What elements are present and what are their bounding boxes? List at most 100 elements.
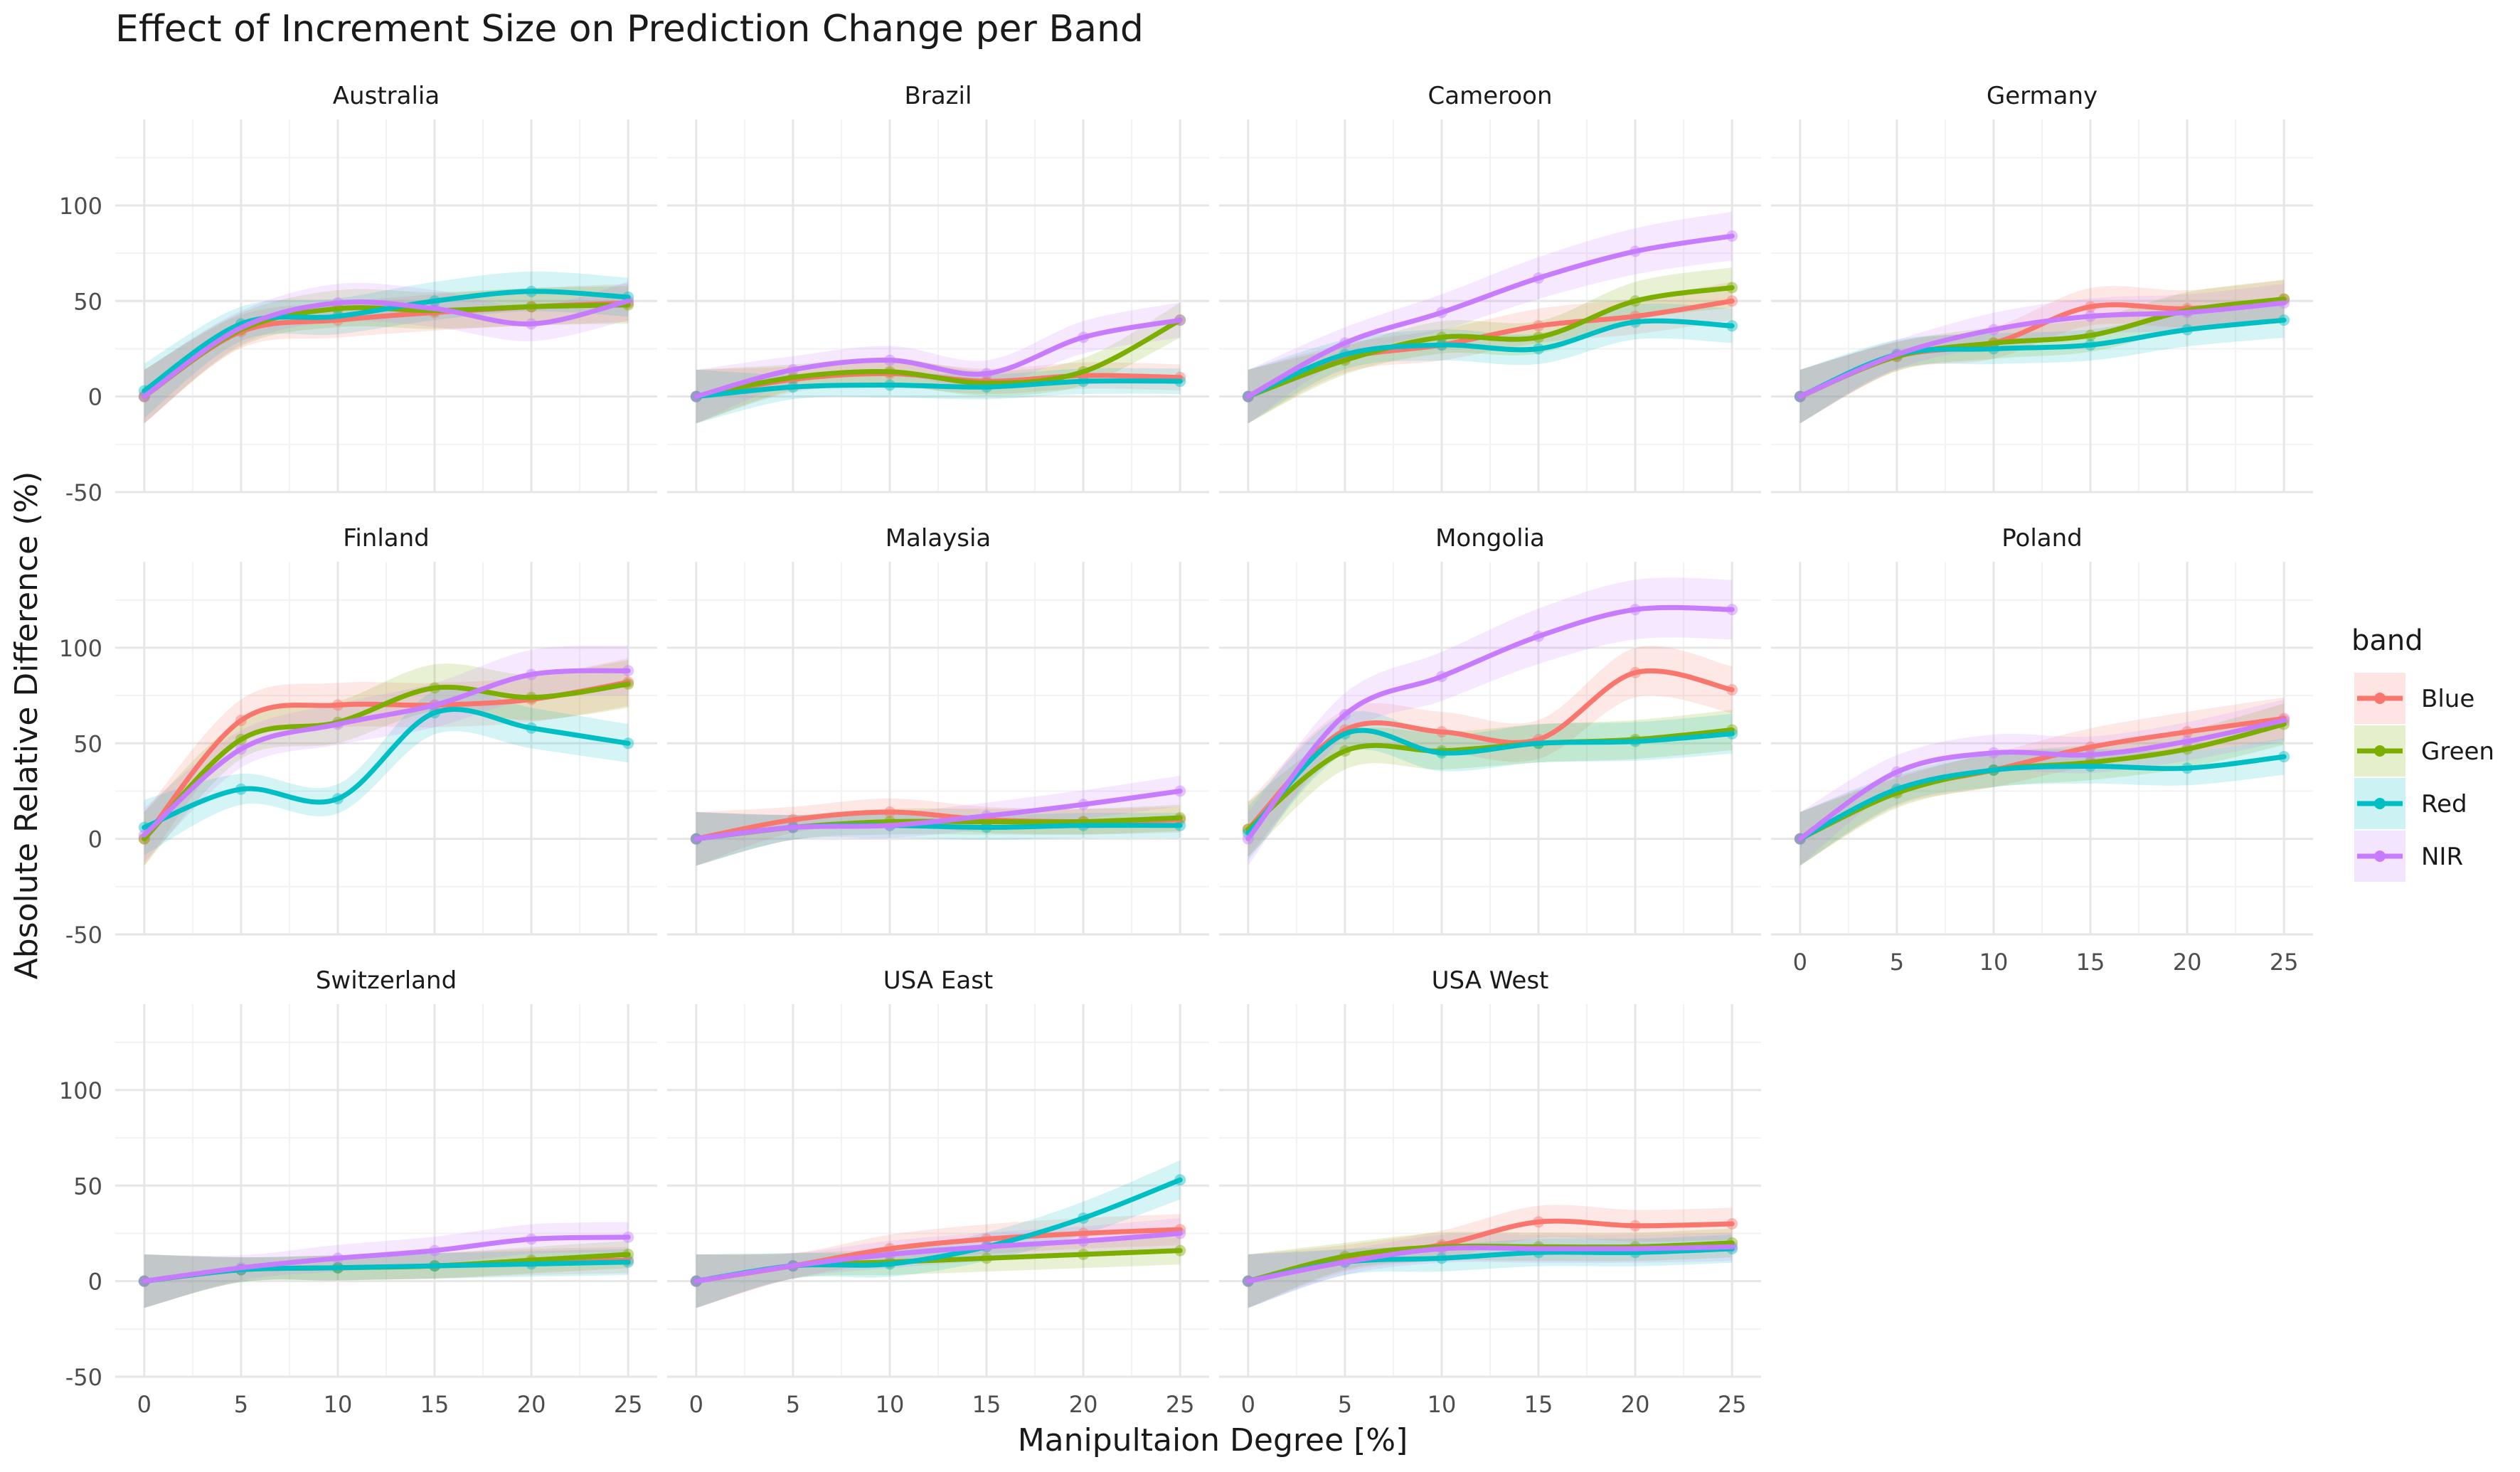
legend-label: Blue <box>2421 685 2474 713</box>
series-line <box>1245 318 1735 400</box>
x-tick-label: 0 <box>1793 949 1807 976</box>
panel-grid <box>1771 119 2313 494</box>
series-line <box>142 289 631 394</box>
series-line <box>1245 1244 1735 1284</box>
y-tick-label: 100 <box>59 1077 102 1104</box>
x-tick-label: 10 <box>876 1391 905 1418</box>
x-tick-label: 20 <box>1069 1391 1098 1418</box>
facet-panel: Cameroon <box>1219 82 1761 494</box>
confidence-band <box>1248 211 1733 424</box>
confidence-band <box>1248 1205 1733 1308</box>
x-tick-label: 15 <box>2076 949 2105 976</box>
facet-label: Cameroon <box>1428 82 1553 110</box>
legend-key-point <box>2374 745 2386 757</box>
series-line <box>693 378 1183 400</box>
series-line <box>142 298 631 400</box>
panel-grid <box>667 562 1209 936</box>
panel-grid <box>667 1004 1209 1378</box>
legend-label: NIR <box>2421 843 2463 871</box>
panel-grid <box>1219 119 1761 494</box>
y-tick-label: 50 <box>73 1173 102 1200</box>
y-tick-label: -50 <box>65 1364 102 1391</box>
x-tick-label: 25 <box>614 1391 643 1418</box>
x-tick-label: 5 <box>1890 949 1904 976</box>
panel-grid <box>115 1004 657 1378</box>
series-line <box>1245 727 1735 836</box>
confidence-band <box>696 302 1181 424</box>
y-axis-title: Absolute Relative Difference (%) <box>9 471 45 980</box>
legend-item: Green <box>2354 725 2494 777</box>
legend-label: Green <box>2421 737 2494 766</box>
confidence-band <box>1248 303 1733 424</box>
legend-item: NIR <box>2354 831 2463 882</box>
facet-panel: Germany <box>1771 82 2313 494</box>
confidence-band <box>144 687 629 855</box>
y-tick-label: 0 <box>88 384 102 411</box>
confidence-band <box>696 1214 1181 1308</box>
series-line <box>142 707 631 830</box>
facet-panel: Mongolia <box>1219 524 1761 936</box>
x-tick-label: 25 <box>1166 1391 1195 1418</box>
series-line <box>693 317 1183 400</box>
panel-grid <box>115 562 657 936</box>
facet-panel: USA East 0 5 10 15 20 25 <box>667 966 1209 1418</box>
series-line <box>1245 233 1735 400</box>
x-tick-label: 20 <box>1621 1391 1650 1418</box>
x-tick-label: 10 <box>324 1391 353 1418</box>
confidence-band <box>144 1240 629 1308</box>
facet-label: USA East <box>883 966 994 995</box>
y-tick-label: 100 <box>59 635 102 662</box>
x-tick-label: 0 <box>1241 1391 1255 1418</box>
facet-label: Finland <box>343 524 430 553</box>
x-tick-label: 25 <box>2270 949 2299 976</box>
facet-label: Brazil <box>905 82 972 110</box>
facet-label: Australia <box>333 82 440 110</box>
legend-key-point <box>2374 798 2386 809</box>
legend-key-point <box>2374 850 2386 862</box>
y-tick-label: 50 <box>73 288 102 315</box>
confidence-band <box>696 1160 1181 1308</box>
facet-label: Mongolia <box>1435 524 1545 553</box>
facet-label: Switzerland <box>316 966 457 995</box>
x-tick-label: 25 <box>1718 1391 1747 1418</box>
panel-grid <box>667 119 1209 494</box>
legend-label: Red <box>2421 790 2467 818</box>
facet-panel: Malaysia <box>667 524 1209 936</box>
facet-panel: Finland -50 0 50 100 <box>59 524 657 949</box>
y-tick-label: 0 <box>88 826 102 853</box>
y-tick-label: -50 <box>65 922 102 949</box>
x-tick-label: 15 <box>420 1391 450 1418</box>
y-tick-label: 0 <box>88 1269 102 1296</box>
series-line <box>1797 754 2287 842</box>
facet-label: Germany <box>1987 82 2098 110</box>
legend-item: Blue <box>2354 673 2474 724</box>
x-tick-label: 5 <box>234 1391 248 1418</box>
series-line <box>142 681 631 842</box>
x-tick-label: 10 <box>1979 949 2009 976</box>
x-tick-label: 20 <box>2173 949 2202 976</box>
series-line <box>693 789 1183 842</box>
x-tick-label: 0 <box>137 1391 151 1418</box>
facet-panel: Australia -50 0 50 100 <box>59 82 657 506</box>
series-line <box>1797 718 2287 842</box>
x-axis-title: Manipultaion Degree [%] <box>1018 1422 1408 1458</box>
y-tick-label: 100 <box>59 193 102 220</box>
series-line <box>1245 285 1735 400</box>
x-tick-label: 20 <box>517 1391 546 1418</box>
x-tick-label: 15 <box>1524 1391 1553 1418</box>
chart-title: Effect of Increment Size on Prediction C… <box>115 8 1144 50</box>
x-tick-label: 0 <box>689 1391 703 1418</box>
facet-panel: Brazil <box>667 82 1209 494</box>
x-tick-label: 10 <box>1428 1391 1457 1418</box>
x-tick-label: 5 <box>786 1391 800 1418</box>
facet-label: Malaysia <box>886 524 991 553</box>
series-line <box>142 668 631 838</box>
legend: band Blue Green Red NIR <box>2351 624 2494 882</box>
series-line <box>1245 604 1735 842</box>
facet-label: USA West <box>1432 966 1549 995</box>
y-tick-label: 50 <box>73 730 102 757</box>
x-tick-label: 15 <box>972 1391 1001 1418</box>
